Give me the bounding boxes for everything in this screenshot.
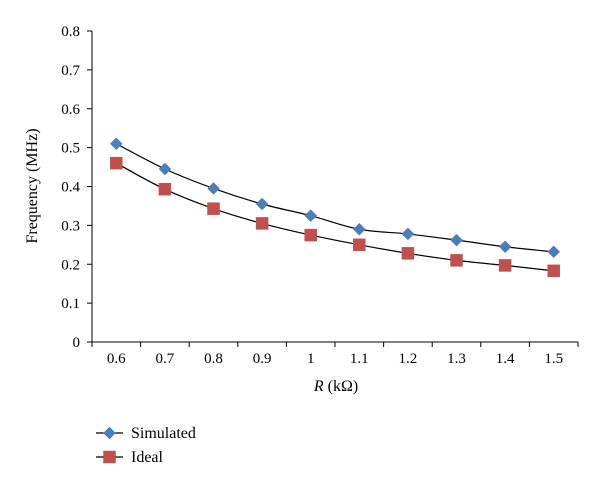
data-point-ideal [547, 264, 560, 278]
legend-item-ideal: Ideal [96, 449, 164, 466]
x-axis-ticks: 0.6 0.7 0.8 0.9 1 1.1 1.2 1.3 1.4 1.5 [91, 342, 579, 367]
data-point-simulated [158, 162, 172, 176]
series-layer [109, 137, 561, 278]
y-tick-label: 0.8 [61, 24, 80, 40]
legend-item-simulated: Simulated [96, 425, 196, 442]
y-tick-label: 0.3 [61, 218, 80, 234]
x-tick-label: 0.7 [156, 351, 175, 367]
y-axis-title: Frequency (MHz) [24, 128, 41, 243]
data-point-simulated [498, 240, 512, 254]
data-point-ideal [255, 217, 269, 230]
data-point-ideal [304, 228, 317, 242]
x-tick-label: 1.5 [544, 351, 563, 367]
x-tick-label: 1.1 [350, 351, 369, 367]
data-point-ideal [401, 247, 415, 260]
data-point-simulated [450, 233, 463, 247]
x-tick-label: 1 [307, 351, 315, 367]
x-tick-label: 0.9 [253, 351, 272, 367]
data-point-simulated [352, 222, 366, 236]
series-ideal [110, 156, 560, 278]
data-point-simulated [255, 197, 269, 211]
legend-label: Ideal [131, 449, 164, 466]
x-axis-title-variable: R [313, 378, 324, 395]
x-tick-label: 0.8 [204, 351, 223, 367]
y-tick-label: 0.5 [61, 141, 80, 157]
x-tick-label: 1.3 [447, 351, 466, 367]
legend-marker-ideal [103, 450, 116, 464]
x-axis-title: R (kΩ) [313, 378, 358, 395]
y-tick-label: 0.7 [61, 63, 80, 79]
series-line-ideal [116, 162, 554, 272]
y-tick-label: 0 [73, 335, 81, 351]
y-tick-label: 0.2 [61, 257, 80, 273]
y-axis-ticks: 0 0.1 0.2 0.3 0.4 0.5 0.6 0.7 0.8 [61, 24, 92, 351]
y-tick-label: 0.1 [61, 296, 80, 312]
x-tick-label: 0.6 [107, 351, 126, 367]
data-point-simulated [401, 227, 415, 241]
data-point-ideal [450, 254, 463, 267]
x-axis-title-unit: (kΩ) [324, 378, 359, 395]
data-point-simulated [109, 137, 123, 151]
y-tick-label: 0.4 [61, 180, 80, 196]
data-point-ideal [498, 259, 512, 272]
data-point-simulated [547, 245, 561, 259]
data-point-ideal [110, 156, 123, 170]
data-point-ideal [158, 182, 172, 196]
series-line-simulated [116, 143, 554, 253]
x-tick-label: 1.2 [399, 351, 418, 367]
legend-label: Simulated [131, 425, 196, 442]
series-simulated [109, 137, 561, 259]
data-point-ideal [353, 238, 366, 252]
y-tick-label: 0.6 [61, 102, 80, 118]
data-point-simulated [304, 209, 318, 223]
legend-marker-simulated [103, 426, 116, 440]
data-point-ideal [207, 202, 220, 215]
data-point-simulated [207, 182, 220, 195]
x-tick-label: 1.4 [496, 351, 515, 367]
legend: Simulated Ideal [96, 425, 196, 466]
